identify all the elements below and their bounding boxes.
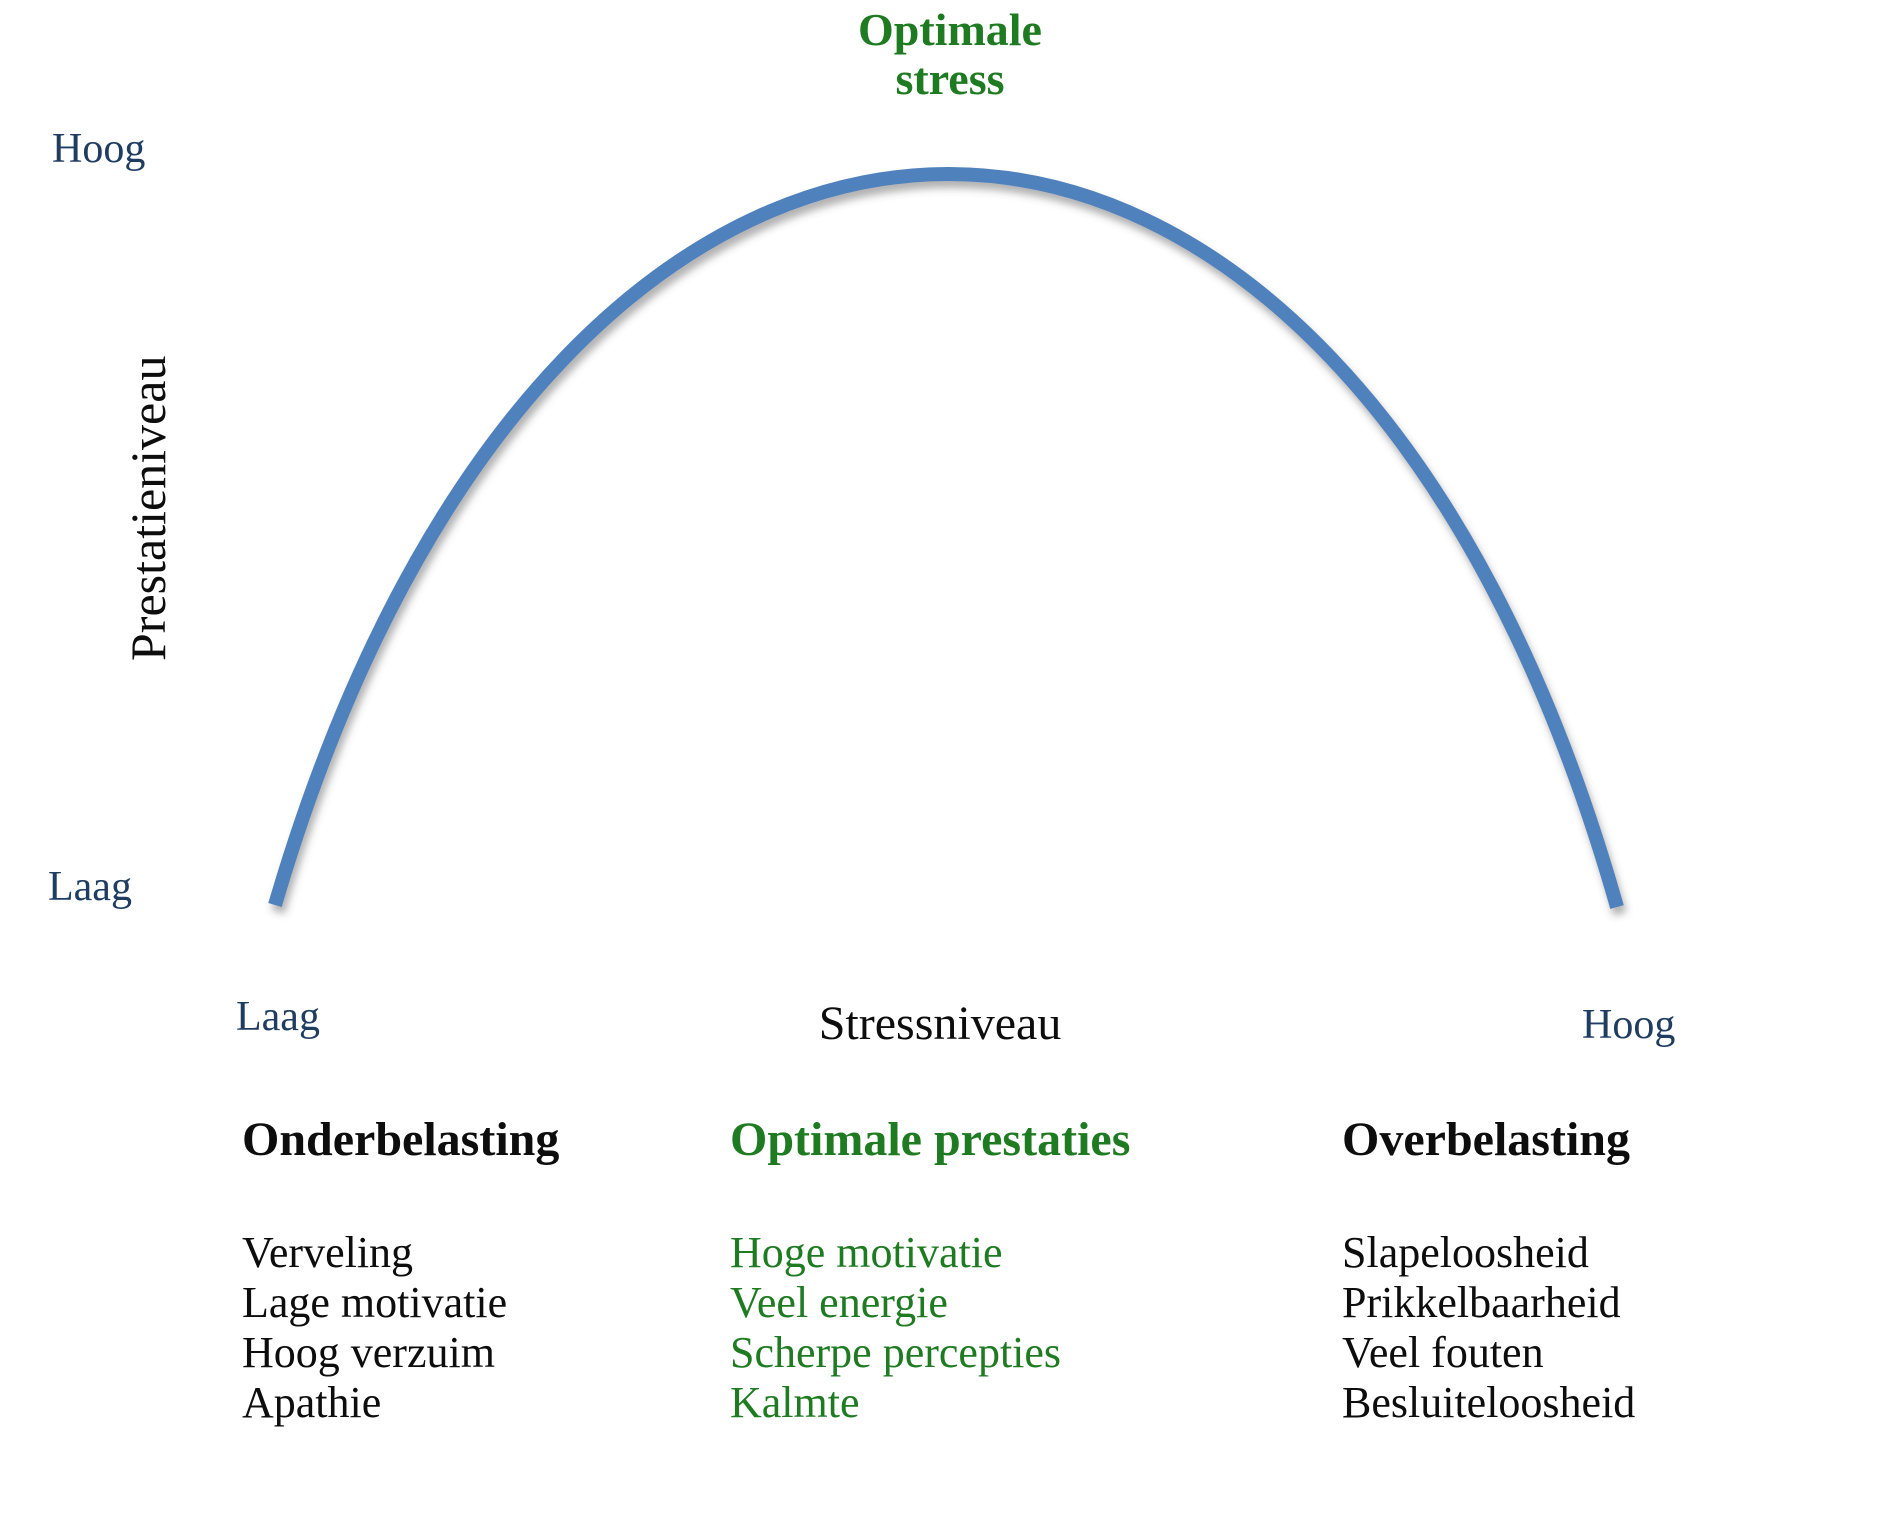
- x-tick-hoog: Hoog: [1582, 1002, 1676, 1048]
- x-axis-title: Stressniveau: [818, 997, 1062, 1050]
- y-axis-title: Prestatieniveau: [120, 355, 176, 662]
- zone-item: Veel energie: [730, 1278, 948, 1327]
- chart-title-line1: Optimale: [858, 4, 1042, 55]
- zone-item: Apathie: [242, 1378, 382, 1427]
- zone-item: Kalmte: [730, 1378, 860, 1427]
- zone-item: Slapeloosheid: [1342, 1228, 1589, 1277]
- zone-onderbelasting-header: Onderbelasting: [242, 1113, 560, 1166]
- zone-optimale-prestaties-header: Optimale prestaties: [730, 1113, 1131, 1166]
- zone-item: Prikkelbaarheid: [1342, 1278, 1621, 1327]
- y-tick-laag: Laag: [48, 864, 132, 910]
- zone-optimale-prestaties-items: Hoge motivatie Veel energie Scherpe perc…: [730, 1228, 1260, 1428]
- zone-item: Hoog verzuim: [242, 1328, 495, 1377]
- zone-optimale-prestaties: Optimale prestaties Hoge motivatie Veel …: [730, 1112, 1260, 1428]
- performance-curve: [268, 167, 1624, 909]
- zone-item: Verveling: [242, 1228, 414, 1277]
- zone-overbelasting: Overbelasting Slapeloosheid Prikkelbaarh…: [1342, 1112, 1842, 1428]
- zone-item: Scherpe percepties: [730, 1328, 1062, 1377]
- chart-title-line2: stress: [895, 52, 1005, 104]
- chart-title: Optimale stress: [770, 4, 1130, 104]
- zone-item: Lage motivatie: [242, 1278, 508, 1327]
- y-tick-hoog: Hoog: [52, 126, 146, 172]
- zone-onderbelasting-items: Verveling Lage motivatie Hoog verzuim Ap…: [242, 1228, 642, 1428]
- zone-overbelasting-items: Slapeloosheid Prikkelbaarheid Veel foute…: [1342, 1228, 1842, 1428]
- x-tick-laag: Laag: [236, 994, 320, 1040]
- zone-onderbelasting: Onderbelasting Verveling Lage motivatie …: [242, 1112, 642, 1428]
- zone-item: Besluiteloosheid: [1342, 1378, 1636, 1427]
- zone-item: Hoge motivatie: [730, 1228, 1003, 1277]
- zone-item: Veel fouten: [1342, 1328, 1544, 1377]
- zone-overbelasting-header: Overbelasting: [1342, 1113, 1630, 1166]
